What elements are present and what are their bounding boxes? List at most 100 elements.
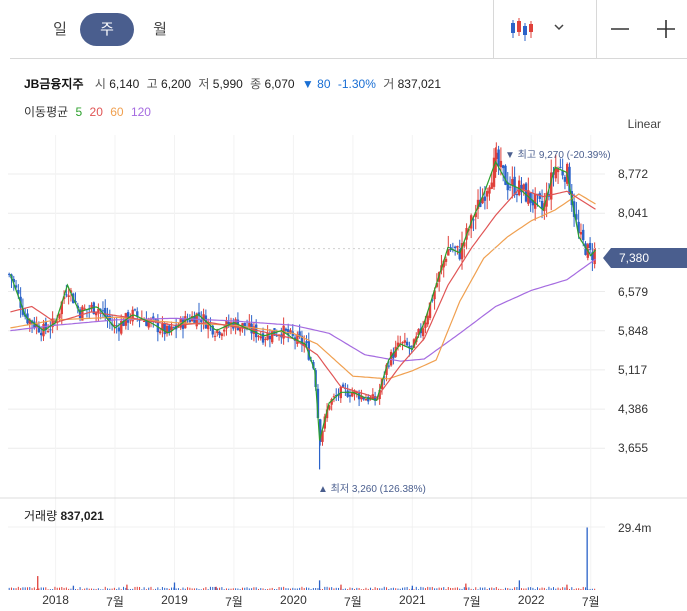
volume-title: 거래량 837,021 [24,507,104,524]
candle-body [520,184,523,193]
y-tick-label: 8,041 [618,206,649,221]
candle-body [12,278,15,283]
change-arrow: ▼ [301,77,314,91]
candle-body [172,327,176,329]
candlestick-icon[interactable] [508,16,536,44]
candle-body [453,246,457,249]
candle-body [303,342,306,346]
candle-body [193,316,196,324]
candle-body [90,304,93,309]
volume-label: 거 [383,77,395,91]
candle-body [568,166,571,195]
candle-body [222,329,226,332]
low-label: 저 [198,77,210,91]
candle-body [421,328,425,337]
y-tick-label: 5,117 [618,362,648,377]
candle-body [401,342,404,344]
x-tick-label: 2021 [398,593,426,607]
candle-body [385,364,388,375]
candle-body [490,182,493,189]
candle-body [556,168,560,173]
x-tick-label: 2022 [517,593,545,607]
candle-body [431,299,434,301]
minus-icon[interactable] [605,14,635,44]
candle-body [200,319,203,323]
candle-body [78,309,82,319]
high-annotation: ▼ 최고 9,270 (-20.39%) [505,150,611,161]
candle-body [136,311,139,317]
candle-body [426,315,429,325]
candle-body [113,324,116,326]
tab-monthly[interactable]: 월 [153,21,167,38]
candle-body [424,322,427,328]
x-tick-label: 2019 [161,593,188,607]
candle-body [367,396,370,402]
candle-body [387,365,391,367]
x-tick-label: 7월 [462,595,481,609]
candle-body [392,353,395,359]
candle-body [488,187,491,194]
candle-body [211,325,214,335]
candle-body [81,306,84,321]
ma-5: 5 [75,105,83,119]
candle-body [197,312,201,317]
candle-body [83,308,86,310]
candle-body [184,316,187,329]
candle-body [154,319,157,322]
candle-body [28,319,31,325]
candle-body [515,194,519,196]
candle-body [323,416,326,429]
candle-body [348,395,352,397]
candle-body [561,170,564,176]
plus-icon[interactable] [651,14,681,44]
candle-body [479,199,482,207]
candle-body [65,294,68,296]
candle-body [499,160,503,168]
candle-body [588,242,592,250]
candle-body [559,166,562,168]
candle-body [417,329,420,335]
candle-body [460,242,464,260]
ma-label: 이동평균 [24,105,69,119]
candle-body [394,346,397,357]
candle-body [117,327,121,332]
x-tick-label: 7월 [106,595,124,609]
scale-selector[interactable]: Linear [627,117,661,131]
candle-body [284,328,288,331]
chevron-down-icon[interactable] [553,18,571,38]
ma120-line [10,258,596,362]
candle-body [227,321,230,326]
candle-body [319,419,322,442]
candle-body [298,331,301,337]
change-value: 80 [317,77,331,91]
candle-body [218,331,221,335]
candle-body [396,342,400,347]
candle-body [383,376,386,378]
chart-toolbar: 일 주 월 [10,0,687,59]
candle-body [161,323,164,331]
toolbar-divider [493,0,494,58]
x-tick-label: 2018 [42,593,69,607]
candle-body [273,328,276,336]
y-tick-label: 4,386 [618,402,649,417]
volume-value: 837,021 [397,77,442,91]
candle-body [408,345,411,349]
candle-body [405,341,409,346]
high-value: 6,200 [161,77,192,91]
candle-body [593,248,596,265]
candle-body [147,321,150,328]
tab-weekly[interactable]: 주 [80,13,134,46]
candle-body [362,397,365,400]
candle-body [305,341,308,343]
toolbar-divider [596,0,597,58]
candle-body [373,396,377,401]
candle-body [46,331,50,333]
candle-body [550,172,553,200]
last-price-tag: 7,380 [603,248,687,268]
candle-body [188,319,192,323]
candle-body [584,243,587,255]
tab-daily[interactable]: 일 [53,21,67,38]
candle-body [14,285,18,288]
candle-body [378,389,381,400]
candle-body [238,326,242,332]
